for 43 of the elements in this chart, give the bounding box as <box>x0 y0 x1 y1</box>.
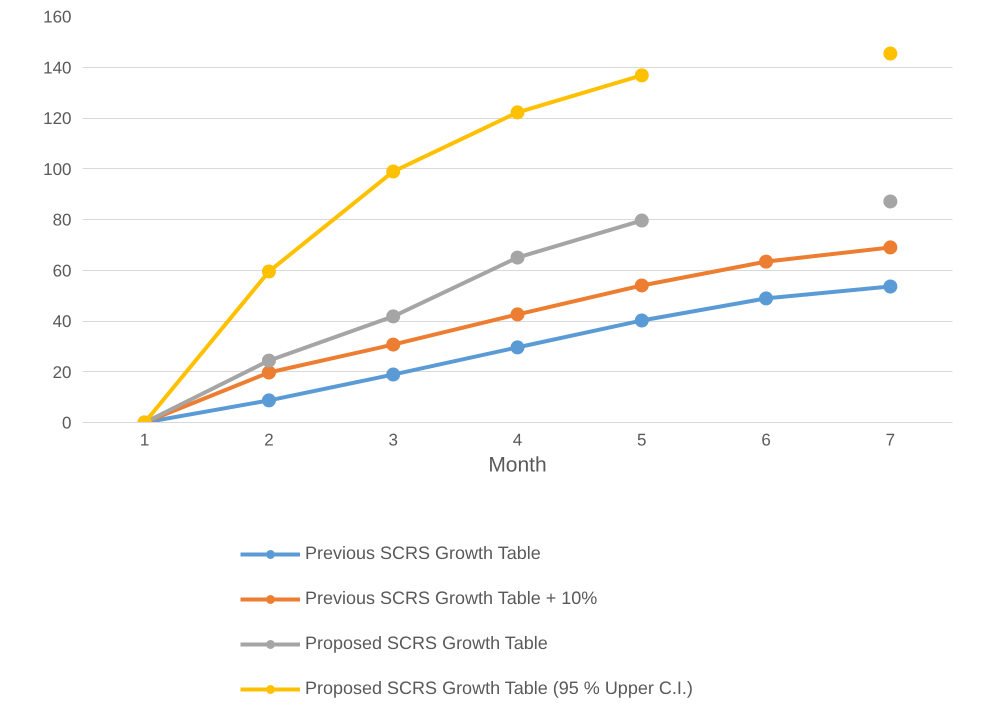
point <box>883 194 898 208</box>
y-tick-label: 60 <box>52 261 72 280</box>
point <box>883 46 898 61</box>
x-tick-label: 2 <box>264 430 274 450</box>
point <box>262 366 276 380</box>
legend-label: Proposed SCRS Growth Table <box>305 633 548 654</box>
point <box>262 264 276 279</box>
point <box>262 393 276 408</box>
x-tick-label: 6 <box>761 430 771 450</box>
legend-label: Previous SCRS Growth Table <box>305 543 541 564</box>
y-tick-label: 40 <box>52 312 72 331</box>
point <box>510 307 524 322</box>
point <box>634 68 649 82</box>
y-tick-label: 160 <box>43 8 72 26</box>
x-tick-label: 4 <box>512 430 522 450</box>
point <box>510 105 524 120</box>
point <box>510 340 524 354</box>
point <box>386 338 400 352</box>
point <box>759 254 774 269</box>
point <box>634 314 649 328</box>
legend-label: Previous SCRS Growth Table + 10% <box>305 588 598 609</box>
y-tick-label: 120 <box>43 109 72 128</box>
y-tick-label: 100 <box>43 160 72 179</box>
point <box>262 354 276 368</box>
y-tick-label: 80 <box>52 210 72 230</box>
y-tick-label: 140 <box>43 58 72 78</box>
point <box>510 250 524 265</box>
x-tick-label: 7 <box>886 430 896 450</box>
x-tick-label: 3 <box>388 430 398 450</box>
point <box>386 368 400 382</box>
point <box>883 240 898 254</box>
legend-label: Proposed SCRS Growth Table (95 % Upper C.I.) <box>305 678 693 699</box>
point <box>634 214 649 228</box>
x-axis-title: Month <box>488 454 547 476</box>
x-tick-label: 1 <box>140 430 150 450</box>
point <box>386 309 400 324</box>
point <box>883 280 898 294</box>
point <box>386 164 400 179</box>
point <box>634 278 649 292</box>
point <box>759 291 774 306</box>
y-tick-label: 0 <box>62 414 72 432</box>
y-tick-label: 20 <box>52 362 72 382</box>
x-tick-label: 5 <box>637 430 647 450</box>
